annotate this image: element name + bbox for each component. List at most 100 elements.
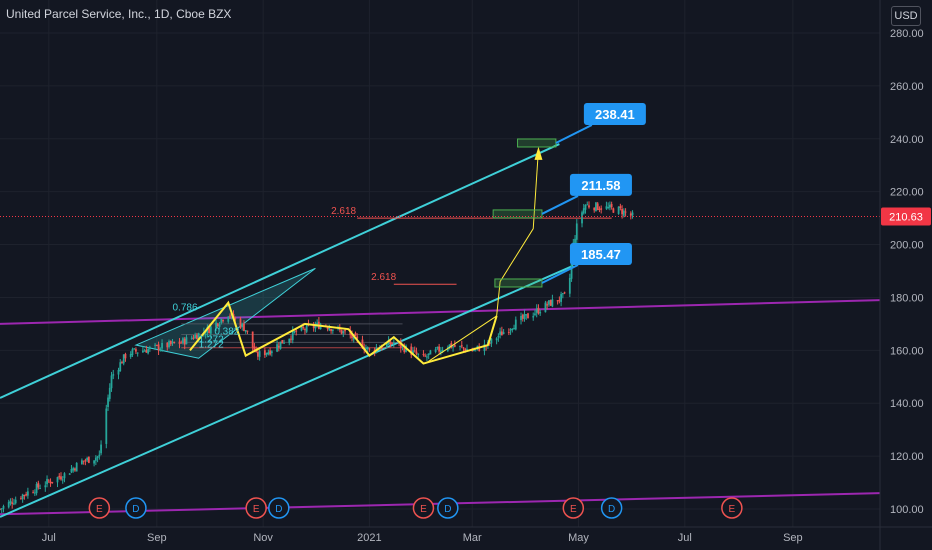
channel-line-lower <box>0 264 574 518</box>
candle-body <box>257 352 259 357</box>
candle-body <box>14 499 17 504</box>
candle-body <box>234 318 237 320</box>
candle-body <box>39 488 41 490</box>
candle-body <box>81 460 83 465</box>
candle-body <box>47 480 50 482</box>
candle-body <box>293 331 296 333</box>
candle-body <box>44 485 47 488</box>
drawing-layer-back <box>0 143 881 518</box>
candle-body <box>527 313 529 319</box>
candle-body <box>70 469 73 473</box>
candle-body <box>622 210 625 216</box>
candle-body <box>94 457 97 461</box>
candle-body <box>159 348 162 351</box>
candle-body <box>575 223 578 240</box>
candle-body <box>281 340 284 344</box>
candle-body <box>302 326 305 329</box>
candle-body <box>154 344 156 346</box>
candle-body <box>86 457 89 461</box>
candle-body <box>417 353 420 355</box>
candle-body <box>478 346 481 352</box>
price-axis[interactable]: 100.00 120.00 140.00 160.00 180.00 200.00 220.… <box>879 0 931 550</box>
candle-body <box>61 479 64 481</box>
candle-body <box>582 208 585 214</box>
candle-body <box>75 462 78 472</box>
candle-body <box>483 344 486 352</box>
candle-body <box>148 346 151 349</box>
candle-body <box>253 346 256 352</box>
candle-body <box>434 349 437 352</box>
candle-body <box>13 503 15 505</box>
candle-body <box>183 338 186 345</box>
candle-body <box>239 318 242 328</box>
candle-body <box>607 207 610 209</box>
candle-body <box>270 351 273 354</box>
candle-body <box>11 502 14 505</box>
purple-trendline-upper <box>0 299 881 325</box>
candle-body <box>361 339 364 349</box>
candle-body <box>304 329 306 331</box>
candle-body <box>403 346 406 353</box>
candle-body <box>251 331 254 348</box>
candle-body <box>314 325 317 329</box>
candle-body <box>534 313 536 315</box>
candle-body <box>209 326 212 334</box>
candle-body <box>277 345 280 348</box>
candle-body <box>23 494 26 496</box>
candle-body <box>525 314 528 316</box>
candle-body <box>563 292 566 294</box>
candle-body <box>499 331 502 335</box>
candle-body <box>194 335 197 339</box>
marker-label: D <box>444 504 451 515</box>
dividend-marker <box>268 497 290 519</box>
candle-body <box>215 322 217 328</box>
candle-body <box>68 473 71 475</box>
candle-body <box>255 350 258 352</box>
price-tick-label: 140.00 <box>890 398 924 410</box>
candle-body <box>312 324 315 328</box>
candle-body <box>490 338 493 344</box>
pattern-ratio-label: 0.382 <box>214 326 239 337</box>
candle-body <box>316 322 319 325</box>
candle-body <box>121 362 123 364</box>
candle-body <box>539 312 542 314</box>
candle-body <box>368 348 371 350</box>
pattern-ratio-label: 0.786 <box>173 303 198 314</box>
dividend-marker <box>125 497 147 519</box>
candle-body <box>145 349 148 353</box>
candle-body <box>63 473 66 479</box>
candle-body <box>161 342 163 349</box>
candle-body <box>413 350 416 352</box>
candle-body <box>208 327 211 334</box>
price-tick-label: 260.00 <box>890 81 924 93</box>
candle-body <box>537 307 540 314</box>
earnings-marker <box>721 497 743 519</box>
candle-body <box>20 498 22 500</box>
candle-body <box>96 456 99 458</box>
currency-button[interactable]: USD <box>891 6 921 26</box>
candle-body <box>133 348 136 350</box>
candle-body <box>464 348 467 352</box>
candle-body <box>609 204 611 208</box>
marker-label: E <box>96 504 103 515</box>
candle-body <box>617 206 620 214</box>
callout-pointer <box>555 124 593 144</box>
callout-pointer <box>541 264 579 284</box>
price-tick-label: 100.00 <box>890 504 924 516</box>
candle-body <box>448 344 451 349</box>
candle-body <box>319 324 322 330</box>
candle-body <box>173 341 176 343</box>
price-tick-label: 180.00 <box>890 292 924 304</box>
candle-body <box>549 300 552 306</box>
candle-body <box>424 355 427 357</box>
price-tick-label: 160.00 <box>890 345 924 357</box>
pattern-ratio-label: 1.272 <box>199 334 224 345</box>
marker-label: D <box>608 504 615 515</box>
candle-body <box>100 444 102 454</box>
time-axis[interactable]: Jul Sep Nov 2021 Mar May Jul Sep <box>0 526 932 544</box>
candle-body <box>243 323 245 331</box>
candle-body <box>196 335 198 340</box>
candle-body <box>596 203 599 210</box>
time-tick-label: Jul <box>678 532 692 544</box>
